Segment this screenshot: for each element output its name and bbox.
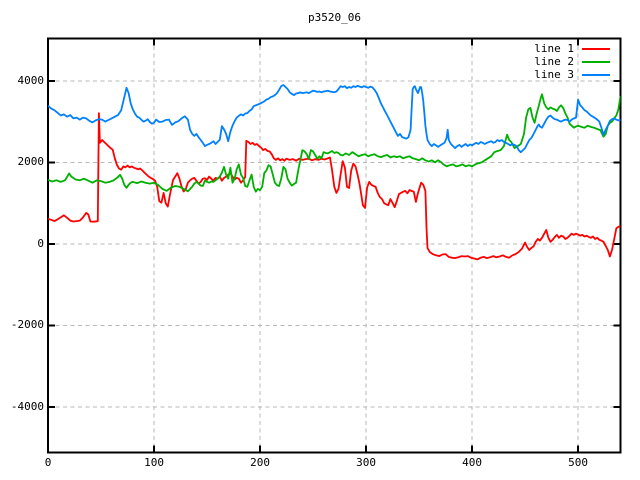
legend-label: line 3 — [534, 68, 574, 81]
x-tick-label: 100 — [144, 456, 164, 469]
legend-item-line1: line 1 — [534, 42, 610, 55]
x-tick-label: 200 — [250, 456, 270, 469]
legend-line-sample — [582, 47, 610, 50]
y-tick-label: -4000 — [10, 399, 44, 413]
y-tick-label: 4000 — [17, 73, 45, 87]
legend-label: line 2 — [534, 55, 574, 68]
x-tick-label: 300 — [356, 456, 376, 469]
x-tick-label: 0 — [44, 456, 52, 469]
legend-item-line3: line 3 — [534, 68, 610, 81]
legend-label: line 1 — [534, 42, 574, 55]
legend-line-sample — [582, 73, 610, 76]
legend: line 1 line 2 line 3 — [534, 42, 610, 81]
chart-title: p3520_06 — [308, 11, 361, 24]
y-tick-label: 2000 — [17, 155, 45, 169]
x-tick-label: 400 — [462, 456, 482, 469]
legend-item-line2: line 2 — [534, 55, 610, 68]
y-tick-label: 0 — [37, 236, 44, 250]
x-tick-label: 500 — [568, 456, 589, 469]
legend-line-sample — [582, 60, 610, 63]
y-tick-label: -2000 — [10, 318, 44, 332]
